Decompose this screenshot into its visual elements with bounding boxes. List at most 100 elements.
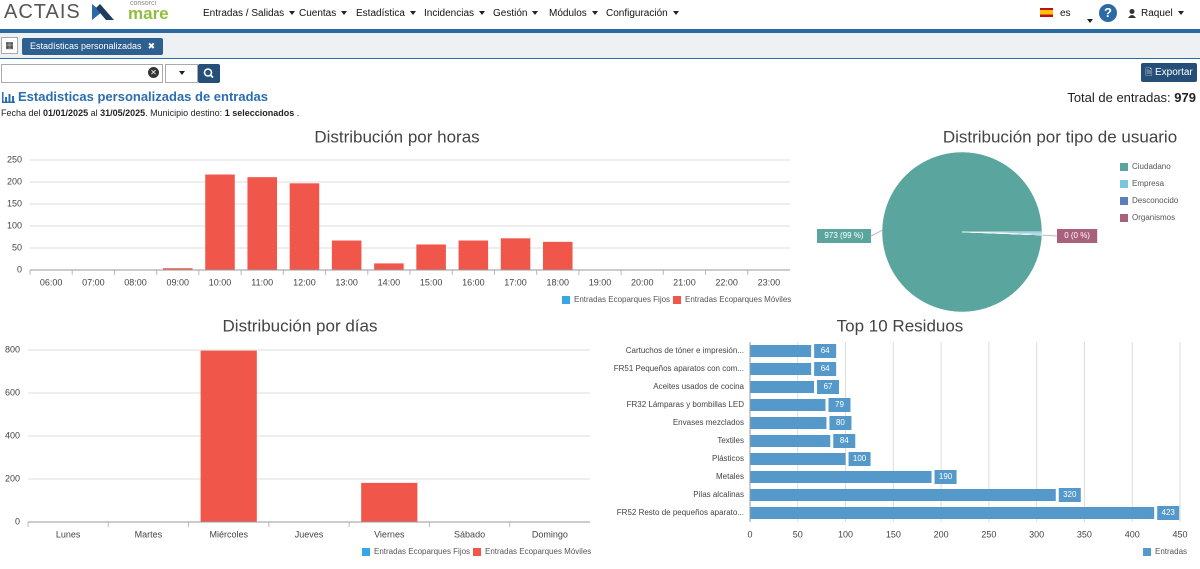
legend-label: Entradas Ecoparques Fijos bbox=[574, 295, 670, 304]
y-tick-label: 600 bbox=[5, 387, 20, 397]
y-tick-label: Plásticos bbox=[712, 454, 744, 463]
export-button[interactable]: 🗎 Exportar bbox=[1141, 63, 1197, 82]
pie-value-label: 0 (0 %) bbox=[1064, 231, 1090, 240]
x-tick-label: 150 bbox=[886, 529, 901, 539]
x-tick-label: 350 bbox=[1077, 529, 1092, 539]
clear-button[interactable]: ✕ bbox=[148, 67, 159, 78]
nav-menu[interactable]: Incidencias bbox=[424, 8, 486, 19]
total-label: Total de entradas: bbox=[1067, 90, 1171, 105]
x-tick-label: Jueves bbox=[295, 529, 324, 539]
bar bbox=[750, 489, 1056, 501]
x-tick-label: 11:00 bbox=[251, 277, 273, 287]
y-tick-label: Aceites usados de cocina bbox=[653, 382, 744, 391]
value-label: 79 bbox=[835, 400, 844, 409]
x-tick-label: Viernes bbox=[374, 529, 405, 539]
x-tick-label: 100 bbox=[838, 529, 853, 539]
value-label: 80 bbox=[836, 418, 845, 427]
chart: Top 10 Residuos 0 50 100 150 200 250 300 350 400 4… bbox=[614, 316, 1188, 556]
nav-label: Cuentas bbox=[299, 8, 337, 19]
x-tick-label: 09:00 bbox=[167, 277, 190, 287]
legend-label: Entradas Ecoparques Móviles bbox=[485, 547, 591, 556]
y-tick-label: Textiles bbox=[717, 436, 744, 445]
y-tick-label: 50 bbox=[12, 242, 22, 252]
y-tick-label: 100 bbox=[7, 220, 22, 230]
bar bbox=[750, 507, 1155, 519]
nav-menu[interactable]: Configuración bbox=[606, 8, 679, 19]
y-tick-label: FR52 Resto de pequeños aparato... bbox=[617, 508, 744, 517]
value-label: 64 bbox=[821, 364, 830, 373]
language[interactable]: es bbox=[1060, 8, 1071, 19]
user-icon bbox=[1128, 9, 1136, 18]
pie-value-label: 973 (99 %) bbox=[824, 231, 863, 240]
nav-menu[interactable]: Módulos bbox=[549, 8, 598, 19]
y-tick-label: 400 bbox=[5, 430, 20, 440]
report-title: Estadisticas personalizadas de entradas bbox=[18, 89, 268, 104]
y-tick-label: Metales bbox=[716, 472, 744, 481]
bar bbox=[247, 177, 277, 270]
y-tick-label: 0 bbox=[15, 516, 20, 526]
x-tick-label: 08:00 bbox=[124, 277, 147, 287]
filter-selection: 1 seleccionados bbox=[224, 108, 295, 118]
dropdown[interactable] bbox=[165, 64, 198, 83]
filter-text: . bbox=[294, 108, 300, 118]
nav-menu[interactable]: Estadística bbox=[356, 8, 416, 19]
legend-label: Entradas bbox=[1155, 547, 1187, 556]
value-label-box bbox=[814, 344, 837, 358]
x-tick-label: 18:00 bbox=[547, 277, 570, 287]
chart-title: Distribución por días bbox=[223, 316, 378, 335]
x-tick-label: 14:00 bbox=[378, 277, 401, 287]
bar bbox=[750, 435, 831, 447]
label-leader bbox=[870, 230, 883, 237]
logo[interactable]: ACTAIS bbox=[4, 1, 81, 23]
legend-swatch bbox=[673, 296, 681, 304]
language-caret[interactable] bbox=[1082, 12, 1093, 30]
nav-menu[interactable]: Cuentas bbox=[299, 8, 348, 19]
nav-label: Entradas / Salidas bbox=[203, 8, 285, 19]
bar bbox=[750, 381, 815, 393]
x-tick-label: Sábado bbox=[454, 529, 485, 539]
bar bbox=[500, 238, 531, 270]
y-tick-label: 150 bbox=[7, 198, 22, 208]
bar bbox=[361, 482, 418, 522]
nav-label: Configuración bbox=[606, 8, 668, 19]
x-tick-label: 450 bbox=[1172, 529, 1187, 539]
legend-swatch bbox=[1120, 197, 1128, 205]
x-tick-label: 17:00 bbox=[504, 277, 527, 287]
language-text: es bbox=[1060, 8, 1071, 19]
search-button[interactable] bbox=[198, 64, 220, 83]
x-tick-label: Martes bbox=[135, 529, 163, 539]
legend-swatch bbox=[362, 548, 370, 556]
user-menu[interactable]: Raquel bbox=[1141, 8, 1184, 19]
legend-swatch bbox=[1120, 163, 1128, 171]
value-label-box bbox=[934, 470, 957, 484]
value-label-box bbox=[1157, 506, 1180, 520]
nav-menu[interactable]: Entradas / Salidas bbox=[203, 8, 296, 19]
legend-label: Desconocido bbox=[1132, 196, 1179, 205]
bar bbox=[331, 240, 362, 270]
x-tick-label: 13:00 bbox=[335, 277, 358, 287]
bar bbox=[374, 263, 404, 270]
filter-text: Fecha del bbox=[1, 108, 44, 118]
y-tick-label: FR32 Lámparas y bombillas LED bbox=[627, 400, 745, 409]
y-tick-label: Cartuchos de tóner e impresión... bbox=[626, 346, 744, 355]
user-name: Raquel bbox=[1141, 8, 1173, 19]
legend-swatch bbox=[1143, 548, 1151, 556]
value-label-box bbox=[1058, 488, 1081, 502]
legend-swatch bbox=[562, 296, 570, 304]
total: Total de entradas: 979 bbox=[1067, 90, 1196, 105]
bar bbox=[750, 363, 812, 375]
navbar: ACTAIS consorci mare Entradas / Salidas C… bbox=[0, 0, 1200, 33]
search-input[interactable] bbox=[1, 64, 163, 83]
value-label: 100 bbox=[853, 454, 867, 463]
legend-label: Organismos bbox=[1132, 213, 1175, 222]
bar bbox=[750, 471, 932, 483]
tab[interactable]: Estadísticas personalizadas ✖ bbox=[22, 38, 164, 55]
chart-title: Distribución por tipo de usuario bbox=[943, 127, 1177, 146]
help-icon[interactable]: ? bbox=[1099, 4, 1117, 22]
bar bbox=[750, 345, 812, 357]
grid-menu-button[interactable]: ▦ bbox=[1, 37, 18, 54]
filter-date: 31/05/2025 bbox=[100, 108, 146, 118]
chart: Distribución por tipo de usuario 973 (99 … bbox=[817, 127, 1179, 313]
filter-line: Fecha del 01/01/2025 al 31/05/2025. Muni… bbox=[1, 108, 299, 118]
nav-menu[interactable]: Gestión bbox=[493, 8, 539, 19]
